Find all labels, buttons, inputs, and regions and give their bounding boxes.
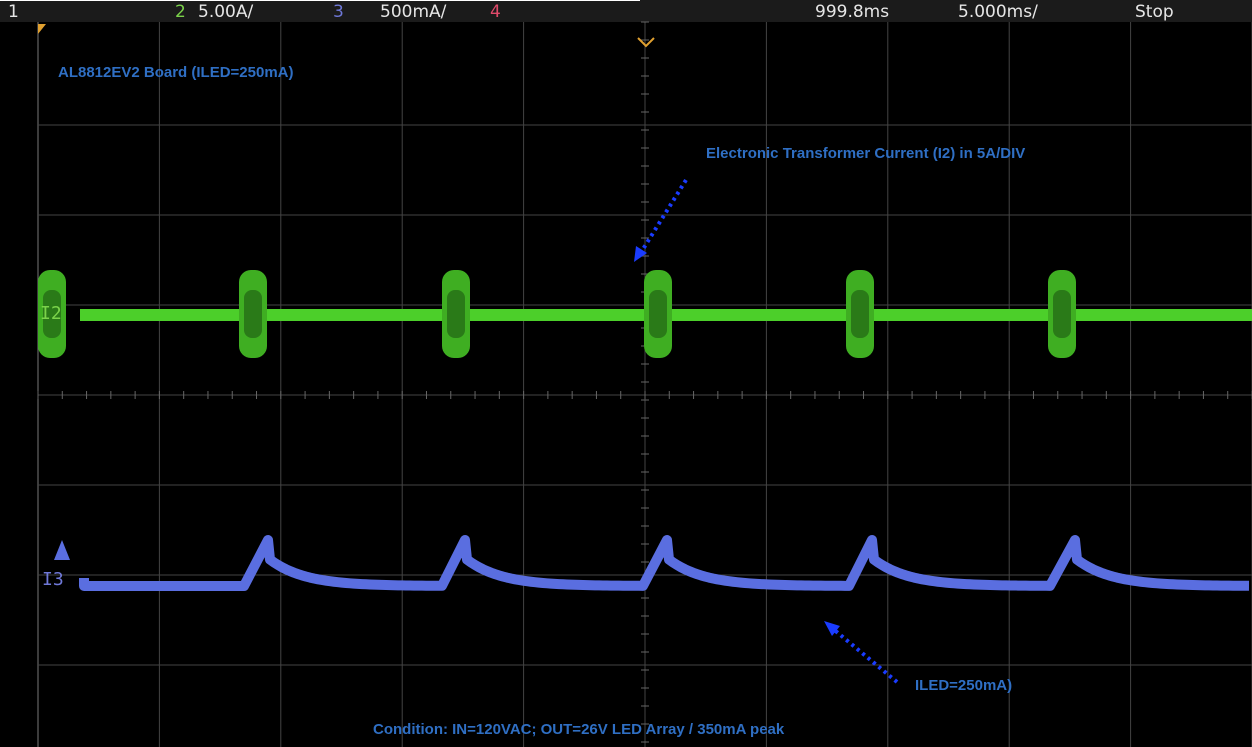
arrowhead-iled: [824, 621, 840, 636]
blue-marker: [54, 540, 70, 560]
green-burst-core: [1053, 290, 1071, 338]
arrow-iled: [830, 626, 899, 684]
trace-label-i3: I3: [42, 569, 64, 590]
green-burst-core: [43, 290, 61, 338]
green-burst-core: [447, 290, 465, 338]
time-marker: [637, 37, 655, 48]
ch2-scale: 5.00A/: [198, 2, 253, 22]
ch1: 1: [8, 2, 19, 22]
transformer-note: Electronic Transformer Current (I2) in 5…: [706, 145, 1025, 162]
ch2: 2: [175, 2, 186, 22]
iled-note: ILED=250mA): [915, 677, 1012, 694]
ch3-scale: 500mA/: [380, 2, 447, 22]
board-note: AL8812EV2 Board (ILED=250mA): [58, 64, 294, 81]
blue-trace: [79, 535, 1250, 591]
arrowhead-transformer: [634, 246, 647, 262]
green-burst-core: [244, 290, 262, 338]
ch3: 3: [333, 2, 344, 22]
time-scale: 5.000ms/: [958, 2, 1038, 22]
condition-note: Condition: IN=120VAC; OUT=26V LED Array …: [373, 721, 785, 738]
arrow-transformer: [638, 178, 688, 256]
trace-label-i2: I2: [40, 303, 62, 324]
graticule: [37, 21, 1252, 747]
run-state: Stop: [1135, 2, 1174, 22]
trigger-marker: [38, 24, 46, 34]
ch4: 4: [490, 2, 501, 22]
header-bar: [0, 0, 1252, 22]
waveforms: [38, 270, 1252, 591]
green-burst-core: [851, 290, 869, 338]
time-position: 999.8ms: [815, 2, 889, 22]
green-burst-core: [649, 290, 667, 338]
